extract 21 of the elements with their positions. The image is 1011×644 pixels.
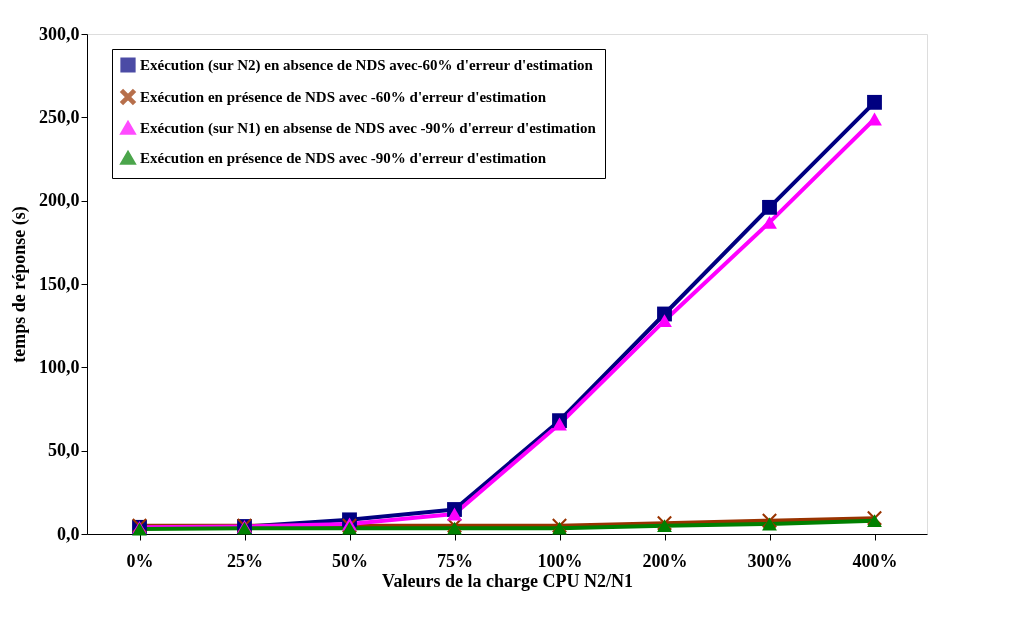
x-tick-label: 100% (537, 550, 583, 571)
x-tick-label: 300% (747, 550, 793, 571)
y-tick-label: 200,0 (39, 190, 80, 211)
x-tick-label: 50% (332, 550, 368, 571)
y-axis-title: temps de réponse (s) (9, 206, 30, 363)
y-tick-label: 100,0 (39, 356, 80, 377)
x-tick-label: 200% (642, 550, 688, 571)
y-tick-label: 0,0 (57, 523, 80, 544)
x-tick-label: 0% (126, 550, 154, 571)
x-tick-label: 75% (437, 550, 473, 571)
y-tick-label: 300,0 (39, 23, 80, 44)
legend-label: Exécution en présence de NDS avec -90% d'erreur d'estimation (140, 150, 547, 166)
y-tick-label: 250,0 (39, 106, 80, 127)
legend-label: Exécution (sur N1) en absense de NDS avec -90% d'erreur d'estimation (140, 120, 597, 137)
legend-label: Exécution en présence de NDS avec -60% d'erreur d'estimation (140, 89, 547, 105)
x-tick-label: 25% (227, 550, 263, 571)
y-tick-label: 50,0 (48, 440, 80, 461)
y-tick-label: 150,0 (39, 273, 80, 294)
x-tick-label: 400% (852, 550, 898, 571)
x-axis-title: Valeurs de la charge CPU N2/N1 (382, 570, 633, 591)
legend-label: Exécution (sur N2) en absence de NDS avec-60% d'erreur d'estimation (140, 57, 594, 74)
